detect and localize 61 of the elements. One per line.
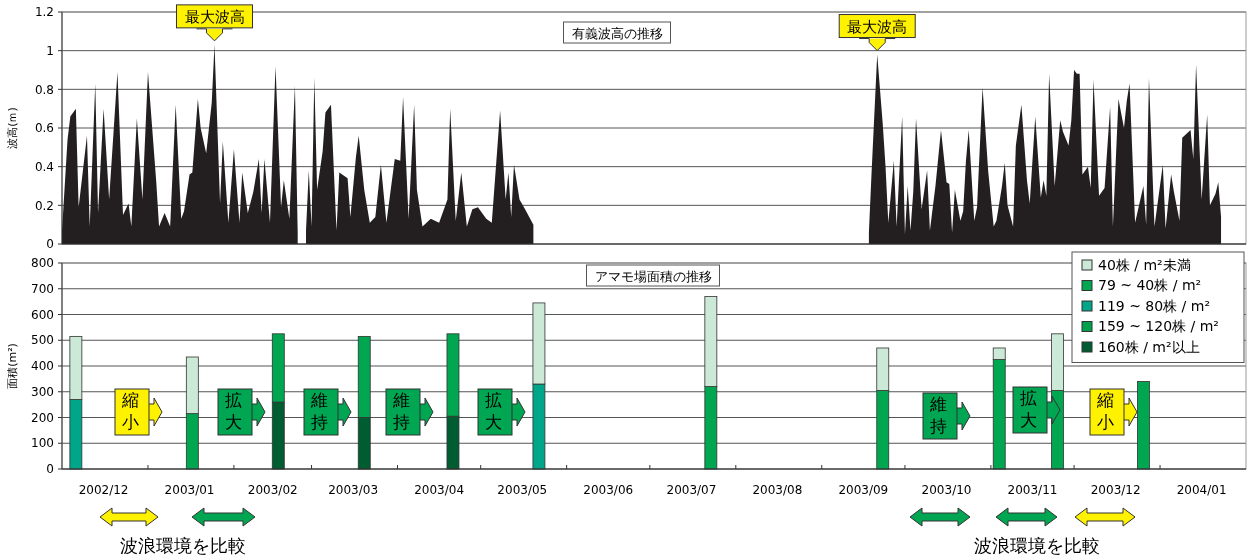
x-tick-label: 2003/04: [414, 483, 465, 497]
arrow-callout: 拡大: [217, 388, 266, 436]
y-tick-label: 0.8: [34, 82, 54, 97]
y-tick-label: 0.6: [34, 121, 54, 136]
annotation: 拡大: [1019, 388, 1037, 430]
x-tick-label: 2003/12: [1090, 483, 1141, 497]
annotation: 拡大: [484, 390, 502, 432]
x-tick-label: 2002/12: [78, 483, 129, 497]
legend-label: 119 ~ 80株 / m²: [1098, 297, 1211, 314]
y-tick-label: 800: [31, 256, 54, 271]
y-tick-label: 0: [46, 462, 54, 477]
legend-label: 159 ~ 120株 / m²: [1098, 318, 1219, 335]
arrow-callout: 最大波高: [176, 4, 253, 42]
x-tick-label: 2003/07: [666, 483, 717, 497]
y-tick-label: 200: [31, 410, 54, 425]
arrow-callout: 拡大: [477, 388, 526, 436]
x-tick-label: 2003/08: [752, 483, 803, 497]
arrow-callout: 維持: [385, 388, 434, 436]
annotation: 最大波高: [847, 17, 908, 36]
x-tick-label: 2003/05: [497, 483, 548, 497]
text: 波浪環境を比較: [120, 535, 246, 556]
x-tick-label: 2003/10: [921, 483, 972, 497]
legend-label: 160株 / m²以上: [1098, 338, 1200, 355]
text: 有義波高の推移: [571, 25, 663, 41]
annotation: 縮小: [120, 390, 139, 432]
annotation: 最大波高: [184, 8, 245, 27]
legend-label: 79 ~ 40株 / m²: [1098, 277, 1202, 294]
y-axis-title: 面積(m²): [6, 343, 19, 389]
arrow-callout: 維持: [303, 388, 352, 436]
annotation: 維持: [391, 390, 410, 432]
x-tick-label: 2004/01: [1176, 483, 1227, 497]
x-tick-label: 2003/09: [838, 483, 889, 497]
annotation: 維持: [309, 390, 328, 432]
arrow-callout: 縮小: [1089, 388, 1138, 436]
annotation: 維持: [928, 394, 947, 436]
text: アマモ場面積の推移: [594, 268, 712, 284]
y-tick-label: 300: [31, 384, 54, 399]
y-tick-label: 600: [31, 307, 54, 322]
y-tick-label: 700: [31, 281, 54, 296]
legend-label: 40株 / m²未満: [1098, 256, 1191, 273]
y-tick-label: 100: [31, 436, 54, 451]
annotation: 拡大: [224, 390, 242, 432]
y-tick-label: 1.2: [34, 5, 54, 20]
y-tick-label: 1: [46, 43, 54, 58]
y-tick-label: 0: [46, 237, 54, 252]
y-axis-title: 波高(ｍ): [6, 107, 19, 149]
y-tick-label: 500: [31, 333, 54, 348]
x-tick-label: 2003/06: [583, 483, 634, 497]
x-tick-label: 2003/02: [247, 483, 298, 497]
y-tick-label: 0.4: [34, 159, 54, 174]
y-tick-label: 0.2: [34, 198, 54, 213]
arrow-callout: 拡大: [1012, 386, 1061, 434]
arrow-callout: 維持: [922, 392, 971, 440]
arrow-callout: 最大波高: [838, 14, 916, 52]
y-tick-label: 400: [31, 359, 54, 374]
x-tick-label: 2003/03: [328, 483, 379, 497]
text: 波浪環境を比較: [974, 535, 1100, 556]
x-tick-label: 2003/01: [164, 483, 215, 497]
x-tick-label: 2003/11: [1007, 483, 1058, 497]
arrow-callout: 縮小: [114, 388, 163, 436]
annotation: 縮小: [1095, 390, 1114, 432]
